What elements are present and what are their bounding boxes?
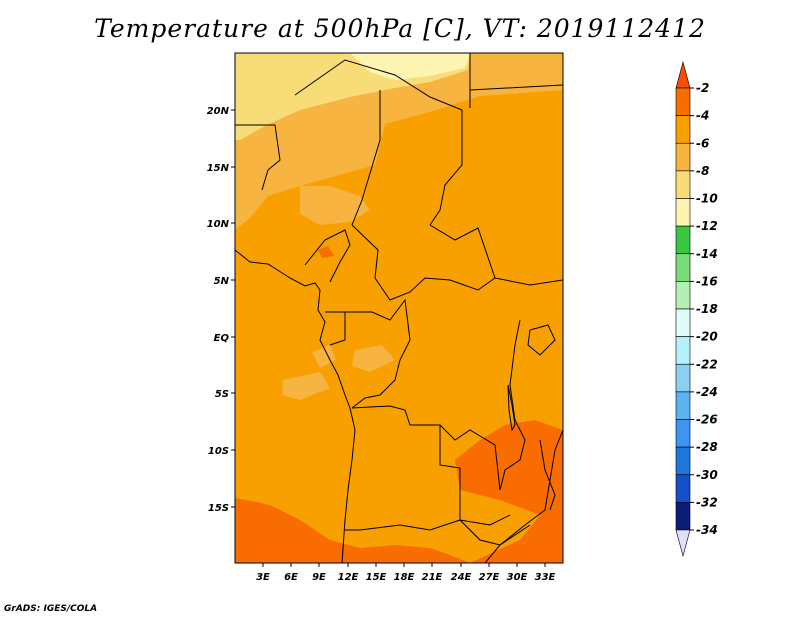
border-car-north: [351, 224, 496, 301]
lat-label: 20N: [207, 106, 230, 117]
border-zambia-zimbabwe: [459, 519, 531, 546]
colorbar-label: -26: [696, 413, 718, 427]
colorbar-swatch: [675, 198, 691, 227]
border-malawi: [539, 439, 556, 511]
boundaries: [235, 53, 563, 563]
border-angola-zambia: [439, 425, 461, 520]
border-mauritania-mali: [235, 124, 281, 191]
colorbar-label: -24: [696, 385, 718, 399]
border-drc-east: [499, 319, 526, 491]
colorbar-label: -16: [696, 274, 718, 288]
field-coolest-north: [350, 53, 470, 80]
field-warm-southwest: [235, 498, 470, 563]
colorbar-label: -28: [696, 440, 718, 454]
lon-label: 30E: [507, 572, 528, 583]
lat-axis: 20N 15N 10N 5N EQ 5S 10S 15S: [207, 106, 235, 514]
colorbar-swatch: [675, 391, 691, 420]
colorbar-label: -12: [696, 219, 718, 233]
border-egypt-sudan: [469, 84, 563, 91]
lat-label: EQ: [214, 333, 230, 344]
lake-tanganyika: [507, 384, 516, 432]
lon-label: 6E: [284, 572, 298, 583]
colorbar-label: -32: [696, 495, 718, 509]
colorbar-swatch: [675, 253, 691, 282]
border-niger-chad: [351, 90, 381, 226]
map-frame: [234, 52, 564, 564]
colorbar-swatch: [675, 308, 691, 337]
colorbar-swatch: [675, 502, 691, 531]
colorbar-swatch: [675, 419, 691, 448]
colorbar-swatch: [675, 446, 691, 476]
lon-label: 12E: [338, 572, 359, 583]
border-congo-gabon: [329, 325, 346, 346]
colorbar-label: -18: [696, 302, 718, 316]
lat-label: 10N: [207, 219, 230, 230]
coastline-west-africa: [235, 249, 356, 563]
border-nigeria-cameroon: [304, 229, 351, 283]
field-warm-spot-nigeria: [318, 246, 334, 258]
border-chad-sudan: [429, 110, 463, 226]
colorbar-swatch: [675, 142, 691, 172]
colorbar: -2 -4 -6 -8 -10 -12 -14 -16 -18 -20 -22 -24 -26 -28 -3…: [675, 60, 718, 558]
lake-victoria: [527, 324, 556, 356]
lon-axis: 3E 6E 9E 12E 15E 18E 21E 24E 27E 30E 33E: [256, 563, 556, 583]
lon-label: 27E: [479, 572, 500, 583]
lon-label: 15E: [366, 572, 387, 583]
field-lighter-congo: [352, 345, 395, 372]
border-cameroon-congo: [325, 311, 346, 325]
lat-label: 15N: [207, 163, 230, 174]
border-angola-namibia: [345, 514, 511, 531]
footer-credit: GrADS: IGES/COLA: [4, 604, 98, 614]
colorbar-swatch: [675, 225, 691, 255]
lon-label: 18E: [394, 572, 415, 583]
lat-label: 5S: [215, 389, 229, 400]
colorbar-label: -8: [696, 164, 709, 178]
colorbar-label: -6: [696, 136, 709, 150]
field-lighter-ns: [312, 345, 336, 368]
colorbar-label: -22: [696, 357, 718, 371]
lat-label: 5N: [214, 276, 230, 287]
colorbar-label: -30: [696, 468, 718, 482]
field-lighter-gabon: [282, 372, 330, 400]
colorbar-swatch: [675, 170, 691, 199]
colorbar-label: -2: [696, 81, 709, 95]
lat-label: 15S: [208, 503, 229, 514]
colorbar-label: -20: [696, 330, 718, 344]
colorbar-top-arrow: [675, 60, 691, 89]
colorbar-swatch: [675, 363, 691, 393]
colorbar-label: -34: [696, 523, 718, 537]
field-lighter-sahel: [300, 186, 370, 225]
field-warm-south: [235, 420, 563, 563]
border-sudan-south: [429, 224, 563, 286]
lon-label: 21E: [422, 572, 443, 583]
border-drc-west: [345, 298, 411, 409]
colorbar-label: -10: [696, 192, 718, 206]
colorbar-label: -4: [696, 109, 709, 123]
colorbar-swatch: [675, 281, 691, 310]
colorbar-swatch: [675, 87, 691, 116]
lon-label: 24E: [451, 572, 472, 583]
lat-label: 10S: [208, 446, 229, 457]
colorbar-bottom-arrow: [675, 529, 691, 558]
lon-label: 3E: [256, 572, 270, 583]
map-title: Temperature at 500hPa [C], VT: 201911241…: [94, 14, 706, 43]
colorbar-swatch: [675, 336, 691, 365]
colorbar-label: -14: [696, 247, 718, 261]
colorbar-swatch: [675, 474, 691, 503]
lon-label: 9E: [312, 572, 326, 583]
lon-label: 33E: [535, 572, 556, 583]
border-mali-niger: [294, 59, 463, 111]
colorbar-swatch: [675, 115, 691, 144]
